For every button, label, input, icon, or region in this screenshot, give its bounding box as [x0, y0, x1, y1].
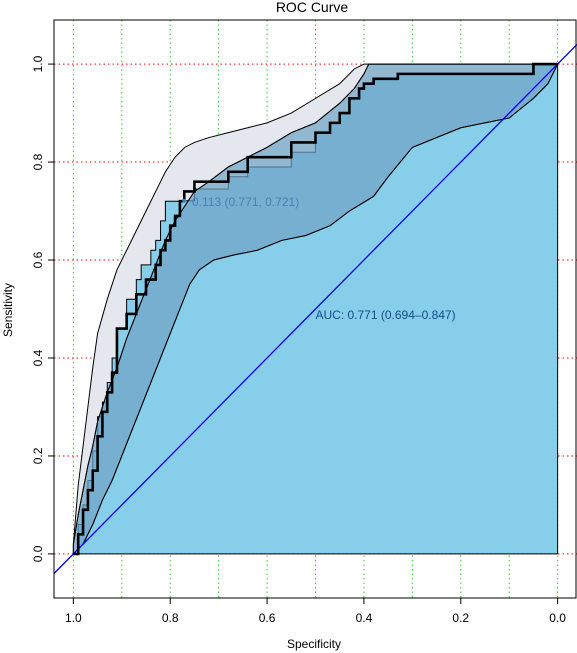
x-axis: 1.0 0.8 0.6 0.4 0.2 0.0	[65, 597, 566, 625]
x-tick-label: 0.8	[162, 611, 179, 625]
ci-upper-line	[72, 63, 558, 545]
x-axis-label: Specificity	[287, 637, 341, 651]
auc-label: AUC: 0.771 (0.694–0.847)	[316, 308, 456, 322]
ci-lower-line	[73, 63, 559, 555]
x-tick-label: 0.4	[356, 611, 373, 625]
x-tick-label: 0.0	[549, 611, 566, 625]
chance-diagonal-line	[53, 44, 577, 574]
y-tick-label: 0.4	[31, 349, 45, 366]
best-threshold-label: 0.113 (0.771, 0.721)	[192, 195, 299, 209]
y-tick-label: 0.8	[31, 153, 45, 170]
y-axis-label: Sensitivity	[1, 283, 15, 337]
best-threshold-point	[182, 198, 187, 203]
y-tick-label: 1.0	[31, 55, 45, 72]
x-tick-label: 0.2	[452, 611, 469, 625]
x-tick-label: 1.0	[65, 611, 82, 625]
y-tick-label: 0.2	[31, 447, 45, 464]
chart-title: ROC Curve	[276, 0, 349, 15]
roc-curve-line	[73, 62, 558, 556]
x-tick-label: 0.6	[259, 611, 276, 625]
y-axis: 0.0 0.2 0.4 0.6 0.8 1.0	[31, 55, 55, 562]
y-tick-label: 0.0	[31, 545, 45, 562]
y-tick-label: 0.6	[31, 251, 45, 268]
